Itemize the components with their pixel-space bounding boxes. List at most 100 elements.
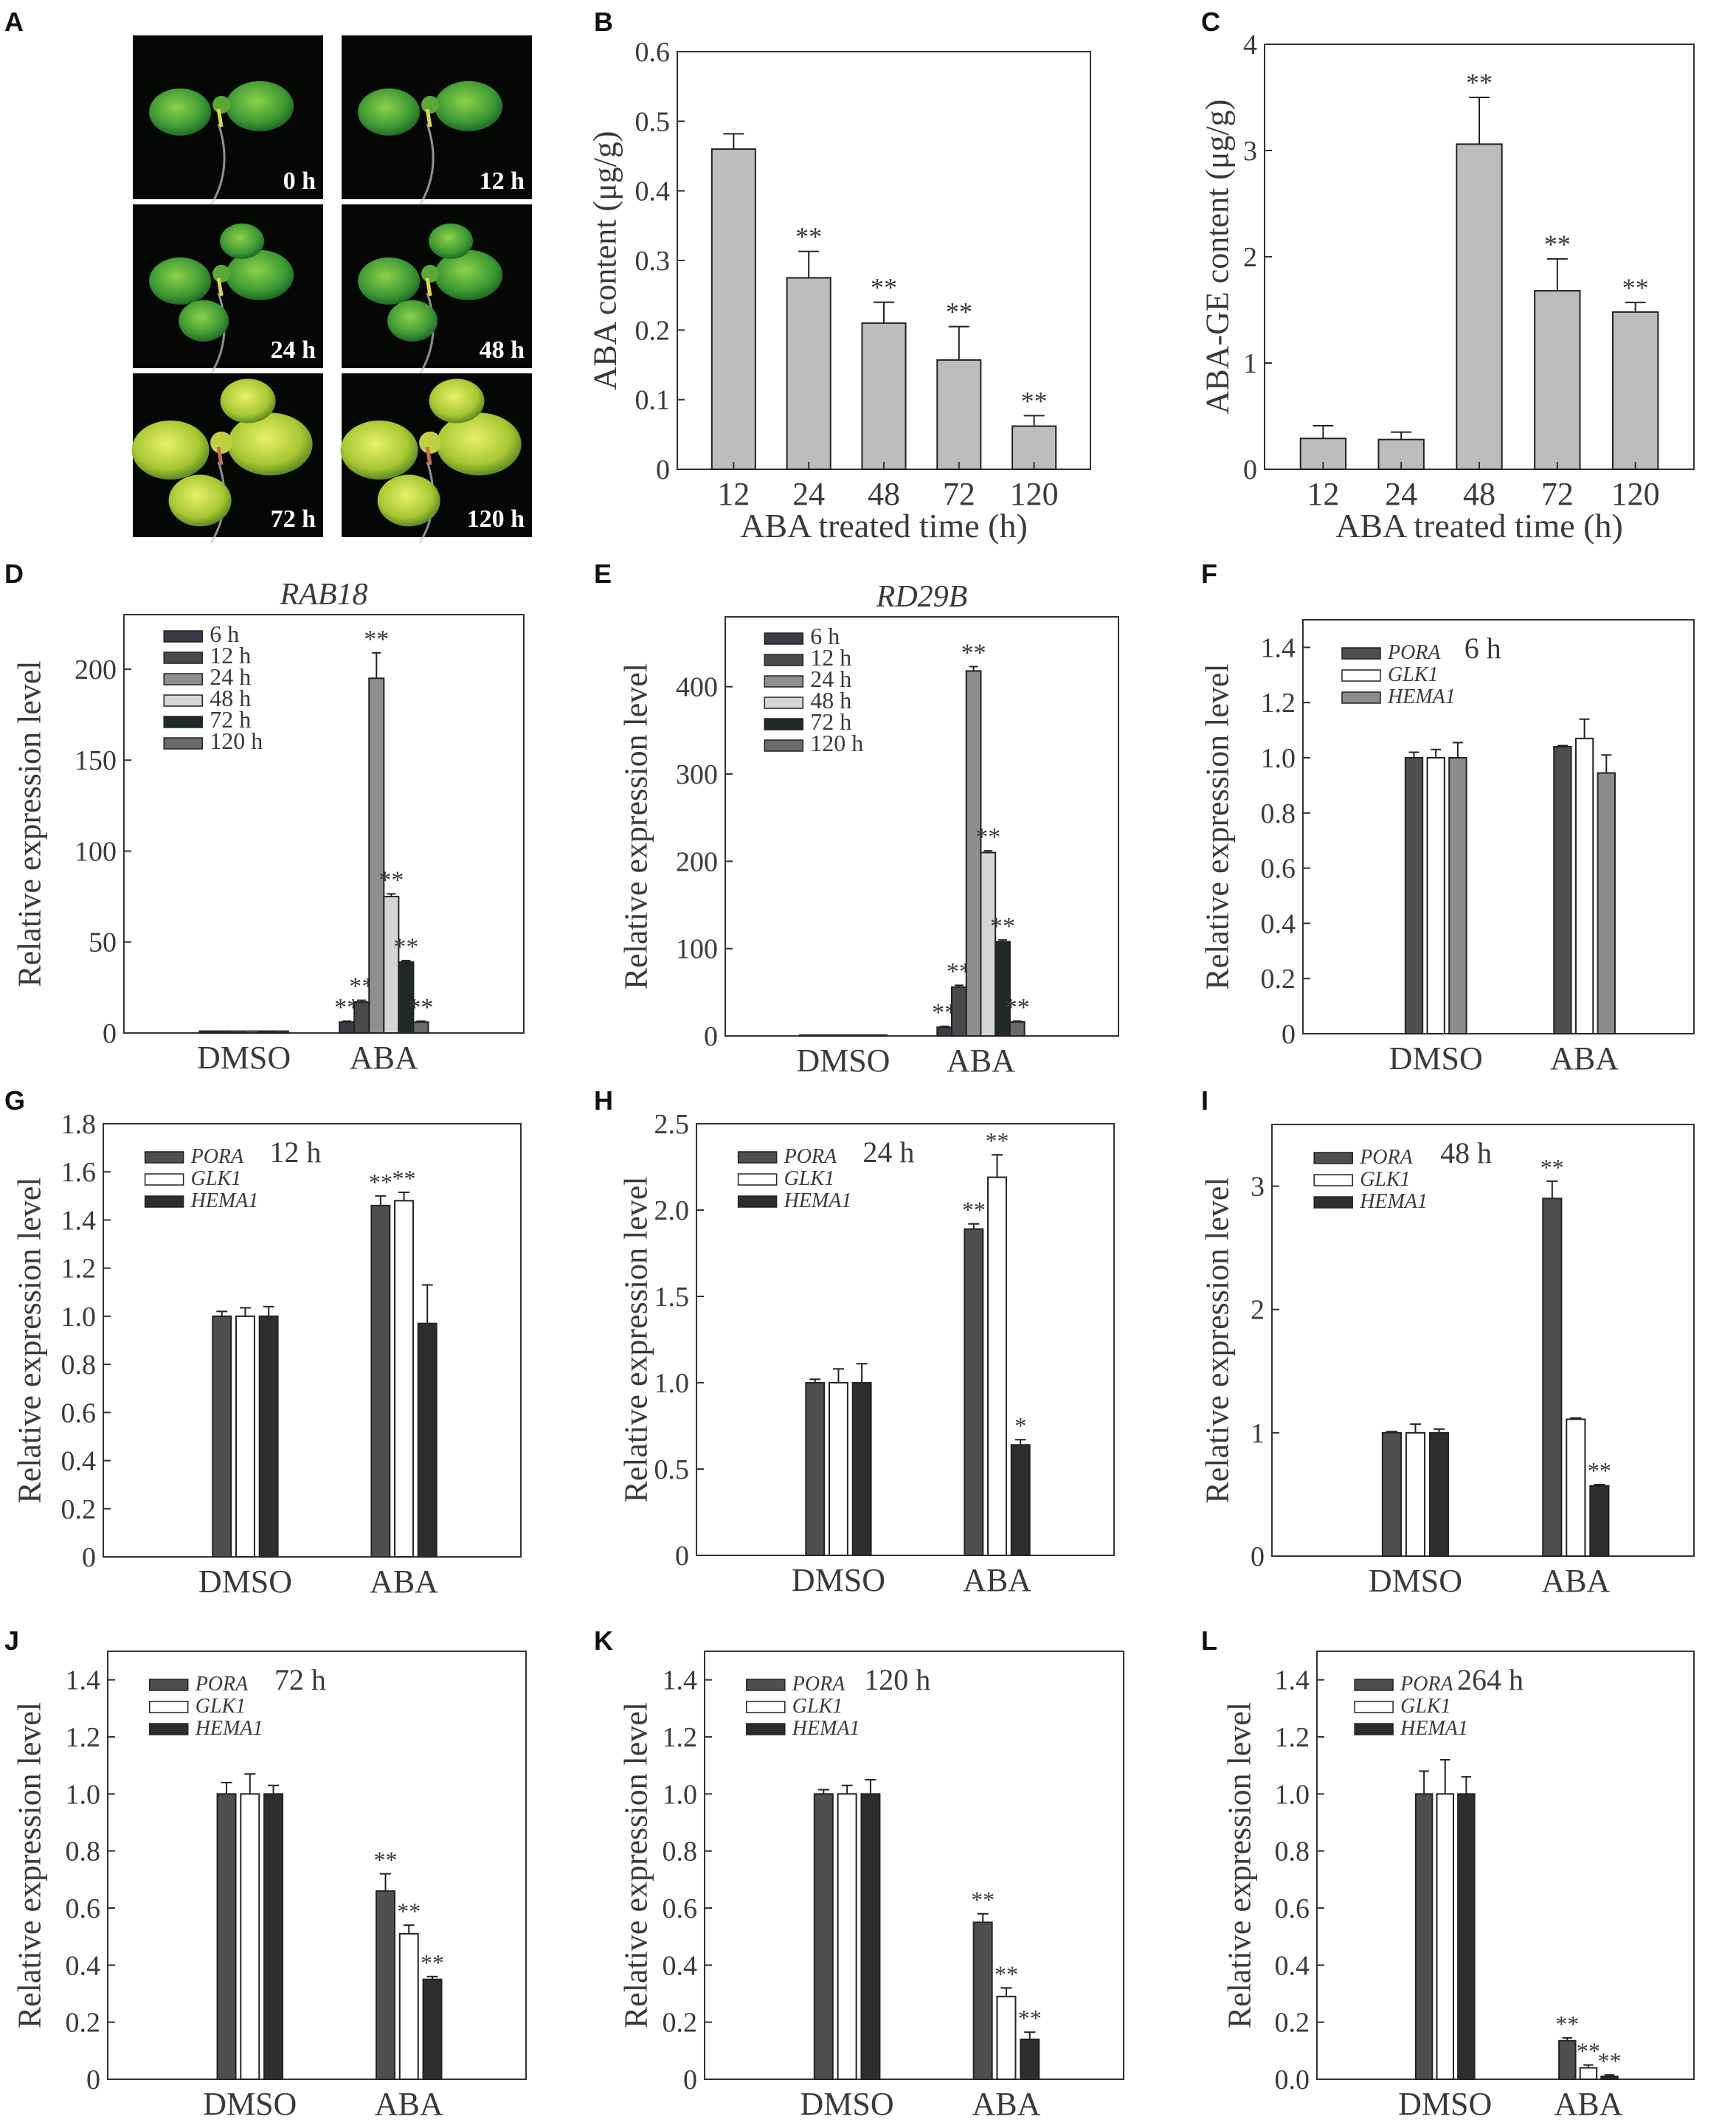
panel-label: H bbox=[594, 1085, 613, 1116]
significance-label: ** bbox=[871, 273, 897, 303]
plot-frame bbox=[725, 616, 1119, 1037]
chart-title: RD29B bbox=[876, 580, 968, 614]
stem bbox=[425, 108, 432, 128]
legend-label: HEMA1 bbox=[1387, 685, 1456, 708]
leaf bbox=[131, 420, 210, 480]
shoot bbox=[212, 95, 231, 114]
bar bbox=[805, 1382, 826, 1556]
significance-label: ** bbox=[373, 1847, 397, 1873]
y-tick-label: 1.0 bbox=[1261, 743, 1296, 774]
y-tick-label: 1.4 bbox=[663, 1665, 698, 1696]
seedling-photo: 48 h bbox=[342, 204, 532, 375]
legend-swatch bbox=[764, 718, 804, 730]
stem bbox=[216, 277, 224, 297]
y-tick-label: 1.0 bbox=[654, 1368, 690, 1399]
significance-label: ** bbox=[1622, 273, 1649, 303]
y-tick-label: 400 bbox=[676, 672, 718, 703]
bar bbox=[422, 1978, 443, 2081]
y-tick-label: 3 bbox=[1251, 1172, 1265, 1203]
chart-panel-l: L 0.0 0.2 0.4 0.6 0.8 1.0 1.2 1.4 Relative expres… bbox=[1201, 1625, 1695, 2122]
bar bbox=[398, 1932, 419, 2081]
y-tick-label: 100 bbox=[75, 836, 117, 867]
significance-label: ** bbox=[1005, 994, 1030, 1021]
y-axis-label: Relative expression level bbox=[12, 660, 48, 987]
leaf bbox=[220, 223, 265, 259]
legend-swatch bbox=[1341, 669, 1381, 682]
bar bbox=[370, 1204, 391, 1558]
legend-label: PORA bbox=[1387, 641, 1441, 664]
y-tick-label: 0 bbox=[1251, 1541, 1265, 1572]
significance-label: ** bbox=[1598, 2048, 1622, 2074]
chart-title: 48 h bbox=[1440, 1136, 1492, 1169]
chart-title: 264 h bbox=[1457, 1663, 1524, 1696]
significance-label: ** bbox=[795, 222, 822, 252]
chart-panel-e: E 0 100 200 300 400 Relative expression level R… bbox=[594, 559, 1119, 1079]
x-tick-label: ABA bbox=[350, 1040, 418, 1076]
y-tick-label: 0.8 bbox=[663, 1837, 698, 1867]
bar bbox=[842, 1034, 859, 1037]
plot-frame bbox=[1316, 1651, 1695, 2080]
root-line bbox=[418, 292, 435, 375]
y-tick-label: 0.6 bbox=[663, 1893, 698, 1924]
chart-panel-i: I 0 1 2 3 Relative expression level 48 h DMSO **… bbox=[1200, 1085, 1695, 1599]
bar bbox=[1566, 1418, 1586, 1557]
legend-swatch bbox=[764, 654, 804, 666]
y-tick-label: 50 bbox=[89, 927, 117, 958]
y-tick-label: 1.5 bbox=[654, 1282, 690, 1313]
y-tick-label: 0.6 bbox=[635, 37, 671, 68]
stem bbox=[425, 446, 432, 466]
bar bbox=[786, 277, 831, 470]
legend-swatch bbox=[764, 739, 804, 752]
legend-label: GLK1 bbox=[1360, 1168, 1410, 1191]
stem bbox=[216, 108, 224, 128]
legend-label: PORA bbox=[792, 1673, 845, 1696]
photo-time-label: 120 h bbox=[467, 505, 525, 533]
bar bbox=[240, 1793, 260, 2080]
legend-swatch bbox=[148, 1723, 189, 1735]
shoot bbox=[212, 264, 231, 283]
legend-swatch bbox=[163, 673, 203, 685]
shoot bbox=[419, 431, 442, 454]
photo-time-label: 24 h bbox=[271, 336, 317, 364]
legend-label: HEMA1 bbox=[1400, 1717, 1468, 1740]
legend-label: 120 h bbox=[210, 728, 263, 754]
y-axis-label: Relative expression level bbox=[618, 1176, 654, 1502]
significance-label: ** bbox=[1544, 229, 1571, 259]
legend-swatch bbox=[746, 1679, 786, 1691]
significance-label: ** bbox=[364, 626, 389, 653]
legend-label: HEMA1 bbox=[1359, 1190, 1428, 1213]
y-axis-label: Relative expression level bbox=[1222, 1702, 1258, 2028]
bar bbox=[1558, 2039, 1577, 2081]
legend-swatch bbox=[163, 630, 203, 643]
seedling-photo: 24 h bbox=[133, 204, 323, 375]
y-tick-label: 0.8 bbox=[66, 1837, 101, 1867]
bar bbox=[1534, 290, 1581, 470]
panel-a: A 0 h 12 h 24 h 48 h 72 h 120 h bbox=[4, 7, 532, 544]
y-axis-label: Relative expression level bbox=[618, 663, 654, 989]
bar bbox=[1010, 1444, 1031, 1556]
x-axis-label: ABA treated time (h) bbox=[1335, 507, 1623, 545]
bar bbox=[987, 1176, 1007, 1557]
legend-label: GLK1 bbox=[784, 1167, 834, 1190]
y-tick-label: 0.2 bbox=[66, 2008, 101, 2039]
panel-label: I bbox=[1201, 1085, 1208, 1116]
x-tick-label: 120 bbox=[1611, 476, 1660, 512]
y-tick-label: 0.0 bbox=[1275, 2064, 1310, 2095]
significance-label: ** bbox=[392, 1165, 416, 1192]
bar bbox=[1574, 737, 1594, 1034]
panel-label: F bbox=[1201, 559, 1217, 589]
chart-title: 24 h bbox=[862, 1136, 914, 1169]
bar bbox=[813, 1793, 834, 2080]
bar bbox=[235, 1315, 255, 1558]
legend-label: 72 h bbox=[810, 708, 851, 735]
plot-frame bbox=[1302, 619, 1695, 1034]
y-axis-label: Relative expression level bbox=[1200, 663, 1236, 989]
leaf bbox=[436, 412, 522, 476]
bar bbox=[1448, 757, 1467, 1034]
legend-swatch bbox=[746, 1701, 786, 1713]
bar bbox=[1579, 2067, 1598, 2081]
bar bbox=[1600, 2076, 1619, 2080]
leaf bbox=[387, 300, 438, 342]
chart-panel-j: J 0 0.2 0.4 0.6 0.8 1.0 1.2 1.4 Relative expressi… bbox=[4, 1625, 527, 2122]
significance-label: ** bbox=[1018, 2005, 1042, 2031]
